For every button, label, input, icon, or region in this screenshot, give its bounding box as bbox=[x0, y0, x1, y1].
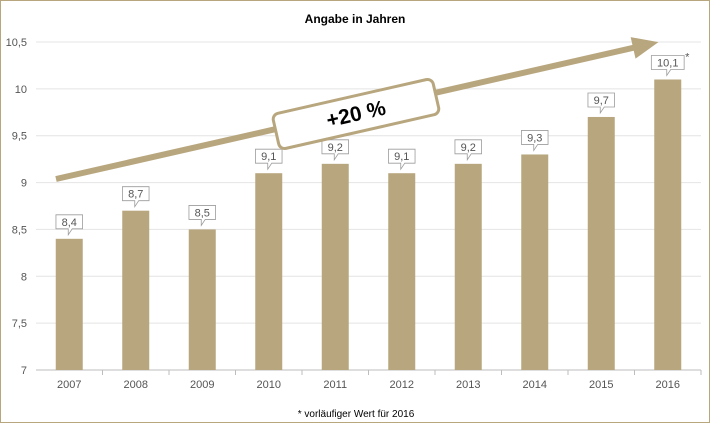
bar bbox=[388, 173, 416, 370]
x-tick-label: 2007 bbox=[57, 379, 81, 391]
bar bbox=[55, 238, 83, 370]
x-tick-label: 2012 bbox=[390, 379, 414, 391]
data-labels: 8,4 8,7 8,5 9,1 9,2 9,1 9,2 9,3 9,7 10,1 * bbox=[55, 51, 690, 237]
data-label-box bbox=[321, 139, 349, 162]
x-tick-label: 2016 bbox=[656, 379, 680, 391]
data-label-box bbox=[255, 148, 283, 171]
y-tick-label: 8 bbox=[21, 271, 27, 283]
bar bbox=[255, 173, 283, 370]
y-axis: 7 7,5 8 8,5 9 9,5 10 10,5 bbox=[6, 37, 27, 377]
arrow-head bbox=[630, 37, 659, 59]
data-label: 9,1 bbox=[261, 151, 276, 163]
data-label: 9,2 bbox=[461, 142, 476, 154]
y-tick-label: 10,5 bbox=[6, 37, 27, 49]
data-label: 9,2 bbox=[328, 142, 343, 154]
x-tick-label: 2011 bbox=[323, 379, 347, 391]
bar bbox=[321, 163, 349, 370]
data-label-box bbox=[122, 186, 150, 209]
data-label: 9,7 bbox=[594, 95, 609, 107]
x-tick-label: 2013 bbox=[456, 379, 480, 391]
data-label: 8,4 bbox=[62, 217, 77, 229]
data-label: 8,7 bbox=[128, 189, 143, 201]
data-label-marker: * bbox=[685, 51, 690, 63]
data-label-box bbox=[454, 139, 482, 162]
data-label-box bbox=[521, 130, 549, 152]
bar bbox=[521, 154, 549, 370]
bar bbox=[188, 229, 216, 370]
data-label: 9,3 bbox=[527, 132, 542, 144]
x-tick-label: 2010 bbox=[257, 379, 281, 391]
y-tick-label: 9 bbox=[21, 178, 27, 190]
data-label-box bbox=[55, 214, 83, 237]
y-tick-label: 8,5 bbox=[12, 224, 27, 236]
x-tick-label: 2008 bbox=[124, 379, 148, 391]
data-label-box bbox=[650, 55, 685, 77]
y-tick-label: 7,5 bbox=[12, 318, 27, 330]
annotation-box: +20 % bbox=[271, 77, 441, 151]
y-tick-label: 7 bbox=[21, 365, 27, 377]
x-tick-label: 2014 bbox=[523, 379, 547, 391]
x-tick-label: 2015 bbox=[589, 379, 613, 391]
data-label-box bbox=[587, 92, 615, 115]
data-label: 8,5 bbox=[195, 207, 210, 219]
data-label: 9,1 bbox=[394, 151, 409, 163]
bar bbox=[587, 116, 615, 370]
data-label-box bbox=[188, 205, 216, 227]
bar bbox=[654, 79, 682, 370]
x-axis: 2007 2008 2009 2010 2011 2012 2013 2014 2015 2016 bbox=[57, 370, 702, 391]
annotation-border bbox=[271, 77, 441, 151]
bar bbox=[122, 210, 150, 370]
footnote: * vorläufiger Wert für 2016 bbox=[298, 409, 415, 420]
bar bbox=[454, 163, 482, 370]
data-label-box bbox=[388, 148, 416, 171]
y-tick-label: 10 bbox=[15, 84, 27, 96]
data-label: 10,1 bbox=[657, 57, 678, 69]
trend-arrow: +20 % bbox=[55, 37, 659, 182]
chart-title: Angabe in Jahren bbox=[305, 12, 406, 26]
x-tick-label: 2009 bbox=[190, 379, 214, 391]
bars bbox=[55, 79, 682, 370]
y-tick-label: 9,5 bbox=[12, 131, 27, 143]
